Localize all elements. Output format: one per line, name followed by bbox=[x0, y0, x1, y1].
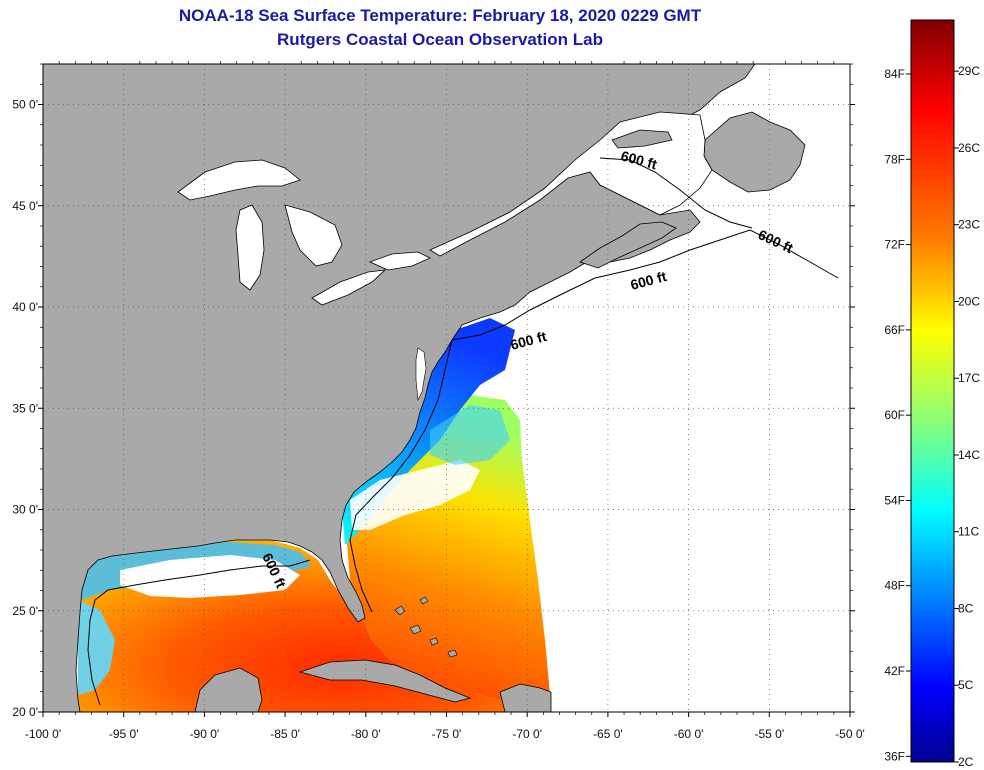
isobath-600ft-gulf bbox=[87, 559, 311, 706]
colorbar-celsius-label: 8C bbox=[958, 601, 974, 615]
latitude-tick-label: 30 0' bbox=[12, 503, 38, 517]
longitude-tick-label: -55 0' bbox=[754, 727, 784, 741]
hispaniola-land bbox=[499, 683, 552, 712]
latitude-tick-label: 35 0' bbox=[12, 401, 38, 415]
lake-michigan bbox=[235, 204, 265, 291]
longitude-tick-label: -70 0' bbox=[512, 727, 542, 741]
colorbar-fahrenheit-labels: 84F 78F 72F 66F 60F 54F 48F 42F 36F bbox=[884, 67, 911, 763]
gulf-cloud-white bbox=[120, 555, 300, 598]
longitude-tick-label: -65 0' bbox=[593, 727, 623, 741]
longitude-tick-label: -100 0' bbox=[25, 727, 61, 741]
longitude-tick-label: -90 0' bbox=[190, 727, 220, 741]
anticosti-island bbox=[611, 129, 673, 149]
colorbar-fahrenheit-label: 42F bbox=[884, 664, 905, 678]
colorbar-fahrenheit-label: 60F bbox=[884, 408, 905, 422]
temperature-colorbar: 84F 78F 72F 66F 60F 54F 48F 42F 36F 29C 26C 23C 20C… bbox=[884, 19, 980, 769]
latitude-tick-label: 25 0' bbox=[12, 604, 38, 618]
colorbar-fahrenheit-label: 66F bbox=[884, 323, 905, 337]
colorbar-fahrenheit-label: 84F bbox=[884, 67, 905, 81]
lake-ontario bbox=[368, 251, 431, 271]
map-border bbox=[42, 63, 851, 713]
colorbar-celsius-label: 2C bbox=[958, 755, 974, 769]
isobath-600ft-gulfstlawrence bbox=[599, 157, 753, 229]
yucatan-land bbox=[194, 667, 263, 712]
colorbar-fahrenheit-label: 78F bbox=[884, 152, 905, 166]
colorbar-fahrenheit-label: 54F bbox=[884, 493, 905, 507]
nova-scotia-land bbox=[579, 221, 677, 269]
cuba-land bbox=[298, 659, 472, 703]
bahamas-islands bbox=[394, 596, 458, 658]
lake-superior bbox=[177, 159, 301, 201]
newfoundland-land bbox=[703, 111, 806, 193]
colorbar-fahrenheit-label: 72F bbox=[884, 238, 905, 252]
colorbar-celsius-label: 23C bbox=[958, 218, 980, 232]
lake-erie bbox=[311, 269, 387, 306]
colorbar-celsius-label: 29C bbox=[958, 64, 980, 78]
colorbar-celsius-label: 20C bbox=[958, 294, 980, 308]
atlantic-cool-patch bbox=[430, 405, 510, 465]
latitude-tick-label: 45 0' bbox=[12, 199, 38, 213]
longitude-tick-label: -50 0' bbox=[835, 727, 865, 741]
colorbar-celsius-label: 11C bbox=[958, 525, 979, 539]
colorbar-celsius-label: 26C bbox=[958, 141, 980, 155]
latitude-tick-label: 50 0' bbox=[12, 98, 38, 112]
longitude-tick-label: -60 0' bbox=[674, 727, 704, 741]
colorbar-fahrenheit-label: 48F bbox=[884, 579, 905, 593]
longitude-tick-label: -95 0' bbox=[109, 727, 139, 741]
colorbar-celsius-labels: 29C 26C 23C 20C 17C 14C 11C 8C 5C 2C bbox=[954, 64, 980, 769]
gulf-west-cool bbox=[78, 600, 115, 695]
colorbar-gradient bbox=[910, 19, 955, 763]
chesapeake-bay bbox=[415, 347, 427, 402]
map-subtitle: Rutgers Coastal Ocean Observation Lab bbox=[277, 30, 603, 49]
lake-huron bbox=[284, 204, 343, 267]
colorbar-celsius-label: 17C bbox=[958, 371, 980, 385]
isobath-600ft-southeast bbox=[349, 339, 453, 613]
longitude-tick-label: -85 0' bbox=[270, 727, 300, 741]
longitude-tick-label: -75 0' bbox=[432, 727, 462, 741]
map-gridlines bbox=[43, 64, 850, 712]
atlantic-cloud-white bbox=[350, 460, 480, 530]
colorbar-celsius-label: 14C bbox=[958, 448, 980, 462]
st-lawrence-water bbox=[429, 111, 713, 257]
colorbar-fahrenheit-label: 36F bbox=[884, 749, 905, 763]
latitude-tick-label: 20 0' bbox=[12, 705, 38, 719]
colorbar-celsius-label: 5C bbox=[958, 678, 974, 692]
latitude-tick-label: 40 0' bbox=[12, 300, 38, 314]
map-title: NOAA-18 Sea Surface Temperature: Februar… bbox=[178, 6, 702, 25]
isobath-600ft-northeast bbox=[451, 229, 839, 341]
longitude-tick-label: -80 0' bbox=[351, 727, 381, 741]
